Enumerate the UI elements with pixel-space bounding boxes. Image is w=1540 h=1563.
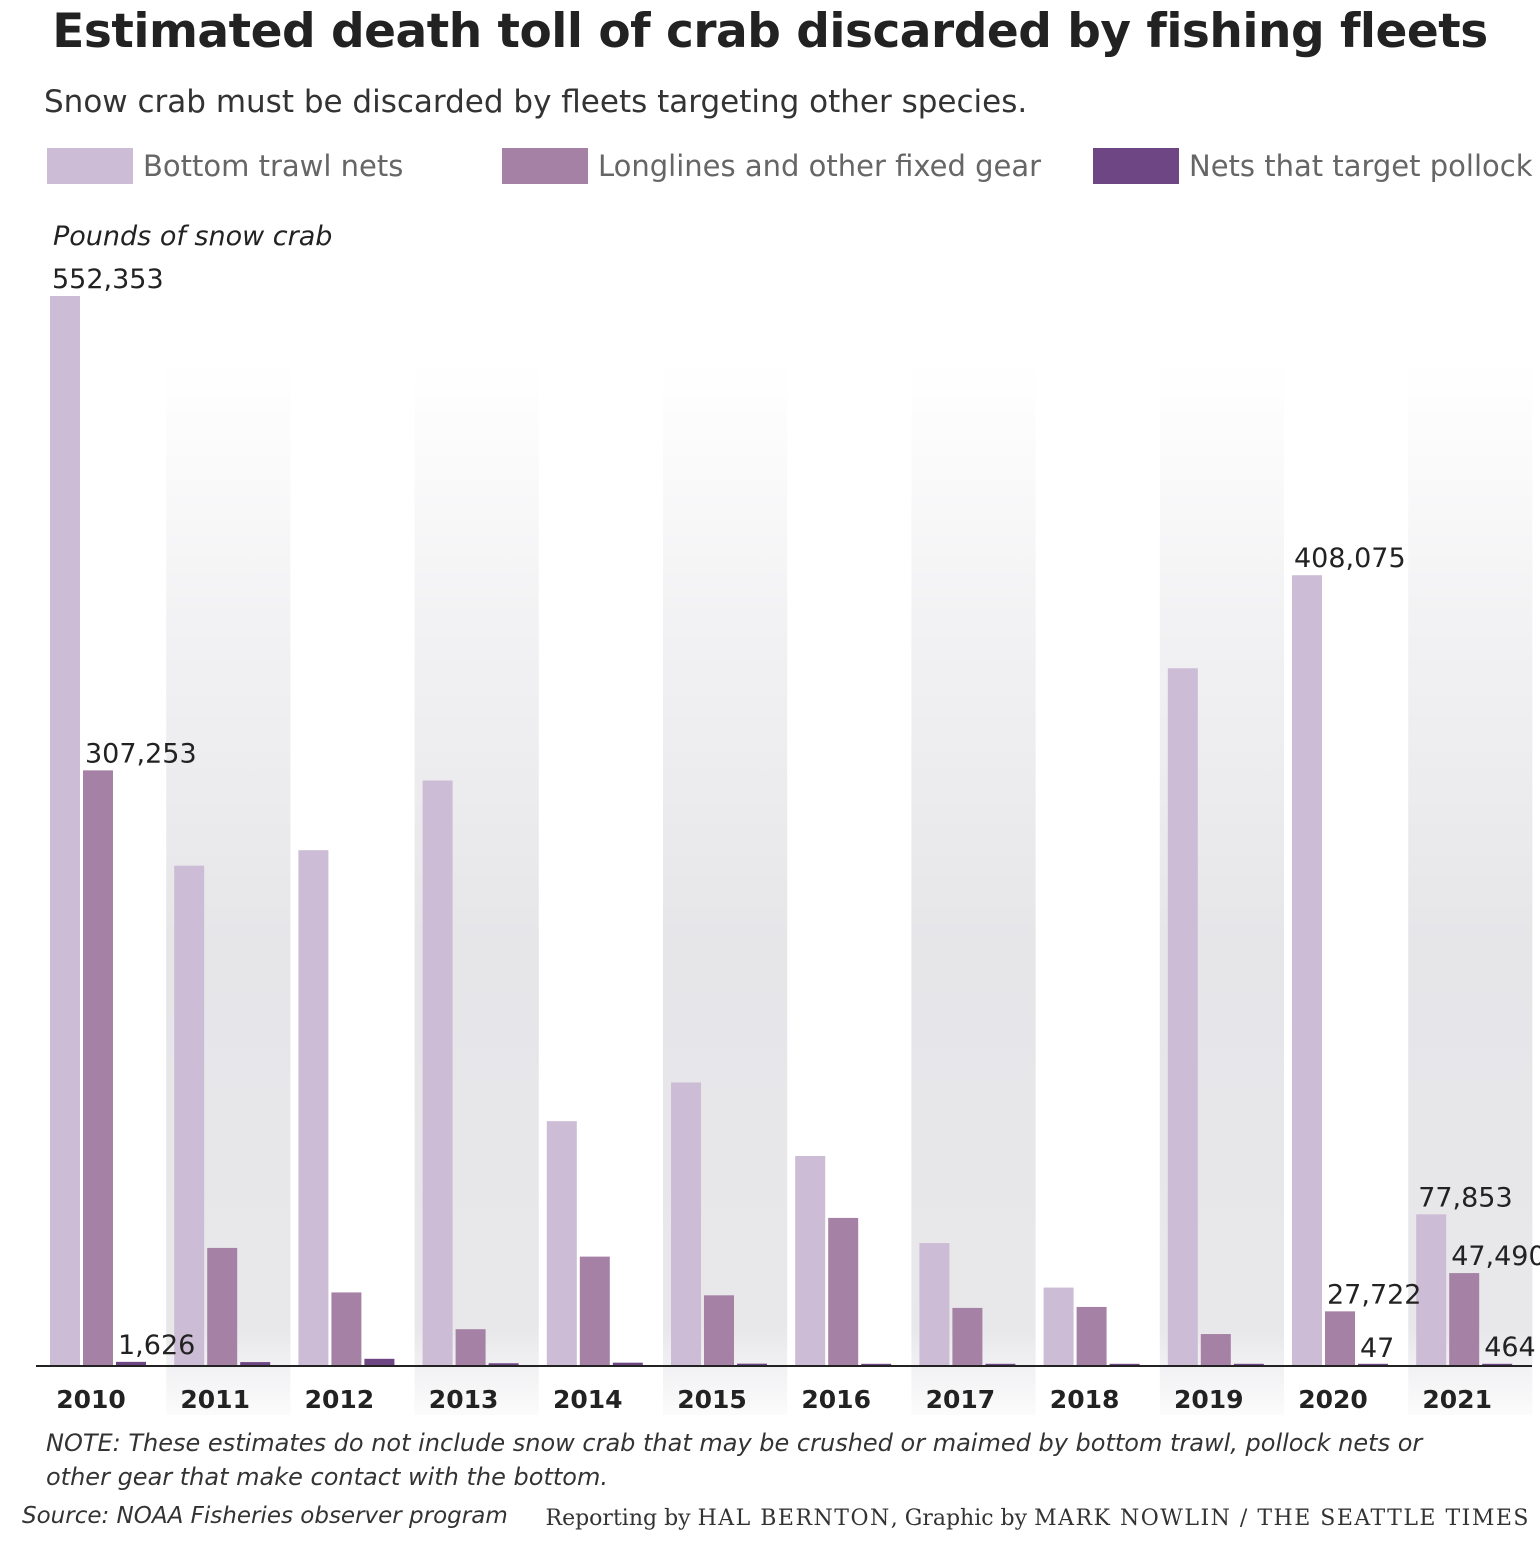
bar-2020-series-0 (1292, 575, 1322, 1365)
bar-2015-series-1 (704, 1295, 734, 1365)
credit-artist: MARK NOWLIN / THE SEATTLE TIMES (1034, 1506, 1530, 1531)
bar-2016-series-1 (828, 1217, 859, 1365)
bar-2020-series-1 (1325, 1311, 1355, 1365)
bar-2021-series-1 (1449, 1273, 1480, 1365)
x-tick-label-2015: 2015 (677, 1385, 747, 1414)
legend-swatch-longlines (502, 148, 588, 184)
bar-2018-series-2 (1109, 1363, 1140, 1365)
bar-2011-series-1 (207, 1247, 238, 1365)
bar-2019-series-0 (1167, 668, 1198, 1365)
legend-label-pollock-nets: Nets that target pollock (1189, 149, 1533, 183)
legend-item-bottom-trawl: Bottom trawl nets (47, 146, 403, 186)
credit-reporting-prefix: Reporting by (545, 1506, 691, 1531)
bar-2014-series-1 (579, 1256, 610, 1365)
bar-2014-series-2 (612, 1362, 643, 1365)
x-tick-label-2019: 2019 (1174, 1385, 1244, 1414)
y-axis-label: Pounds of snow crab (53, 221, 332, 252)
data-labels: 552,353 307,253 1,626 408,075 27,722 47 77,853… (52, 264, 1540, 1364)
bar-2021-series-2 (1482, 1363, 1513, 1365)
credit-reporter: HAL BERNTON (697, 1506, 891, 1531)
bar-2015-series-2 (737, 1363, 767, 1365)
data-label-2020-series-1: 27,722 (1327, 1279, 1421, 1310)
background-band (911, 360, 1036, 1415)
data-label-2010-series-1: 307,253 (85, 738, 197, 769)
data-label-2020-series-0: 408,075 (1294, 543, 1406, 574)
bar-2013-series-1 (455, 1329, 486, 1365)
legend: Bottom trawl nets Longlines and other fi… (0, 146, 1540, 186)
bar-2012-series-0 (298, 850, 329, 1365)
bar-2011-series-0 (174, 865, 205, 1365)
data-label-2010-series-2: 1,626 (118, 1330, 195, 1361)
bar-2018-series-0 (1043, 1287, 1074, 1365)
data-label-2010-series-0: 552,353 (52, 264, 164, 295)
x-tick-label-2011: 2011 (180, 1385, 250, 1414)
bar-2012-series-1 (331, 1292, 362, 1365)
bar-2017-series-0 (919, 1243, 950, 1365)
bar-2011-series-2 (240, 1362, 271, 1365)
bar-2017-series-2 (985, 1363, 1016, 1365)
chart-subtitle: Snow crab must be discarded by fleets ta… (44, 84, 1028, 120)
legend-swatch-bottom-trawl (47, 148, 133, 184)
bar-2017-series-1 (952, 1307, 983, 1365)
x-tick-label-2014: 2014 (553, 1385, 623, 1414)
bar-2020-series-2 (1358, 1363, 1388, 1365)
x-tick-label-2012: 2012 (305, 1385, 375, 1414)
footnote: NOTE: These estimates do not include sno… (46, 1429, 1423, 1491)
x-tick-label-2010: 2010 (56, 1385, 126, 1414)
bar-2019-series-2 (1233, 1363, 1264, 1365)
bar-2015-series-0 (671, 1082, 701, 1365)
data-label-2020-series-2: 47 (1360, 1333, 1394, 1364)
source-line: Source: NOAA Fisheries observer program (22, 1503, 508, 1529)
x-tick-label-2013: 2013 (429, 1385, 499, 1414)
bar-2018-series-1 (1076, 1306, 1107, 1365)
bar-2019-series-1 (1200, 1334, 1231, 1365)
legend-item-pollock-nets: Nets that target pollock (1093, 146, 1532, 186)
x-tick-label-2020: 2020 (1298, 1385, 1368, 1414)
x-tick-label-2016: 2016 (801, 1385, 871, 1414)
data-label-2021-series-0: 77,853 (1418, 1182, 1512, 1213)
bar-2014-series-0 (546, 1121, 577, 1365)
bar-2013-series-2 (488, 1363, 519, 1365)
bars-group (50, 296, 1513, 1365)
chart-title: Estimated death toll of crab discarded b… (52, 4, 1488, 59)
bar-2012-series-2 (364, 1358, 395, 1365)
x-tick-label-2018: 2018 (1050, 1385, 1120, 1414)
x-tick-label-2017: 2017 (926, 1385, 996, 1414)
bar-2010-series-1 (83, 770, 113, 1365)
legend-item-longlines: Longlines and other fixed gear (502, 146, 1041, 186)
data-label-2021-series-2: 464 (1484, 1332, 1536, 1363)
data-label-2021-series-1: 47,490 (1451, 1241, 1540, 1272)
legend-swatch-pollock-nets (1093, 148, 1179, 184)
legend-label-bottom-trawl: Bottom trawl nets (143, 149, 404, 183)
bar-2010-series-0 (50, 296, 80, 1365)
x-tick-label-2021: 2021 (1422, 1385, 1492, 1414)
bar-2016-series-0 (795, 1155, 826, 1365)
legend-label-longlines: Longlines and other fixed gear (598, 149, 1042, 183)
bar-2016-series-2 (861, 1363, 892, 1365)
bar-2010-series-2 (116, 1361, 146, 1365)
credits: Reporting by HAL BERNTON, Graphic by MAR… (546, 1506, 1530, 1531)
bar-2013-series-0 (422, 780, 453, 1365)
credit-graphic-prefix: , Graphic by (890, 1506, 1028, 1531)
bar-2021-series-0 (1416, 1214, 1447, 1365)
x-axis-tick-labels: 2010 2011 2012 2013 2014 2015 2016 2017 2018 2019… (56, 1385, 1492, 1414)
